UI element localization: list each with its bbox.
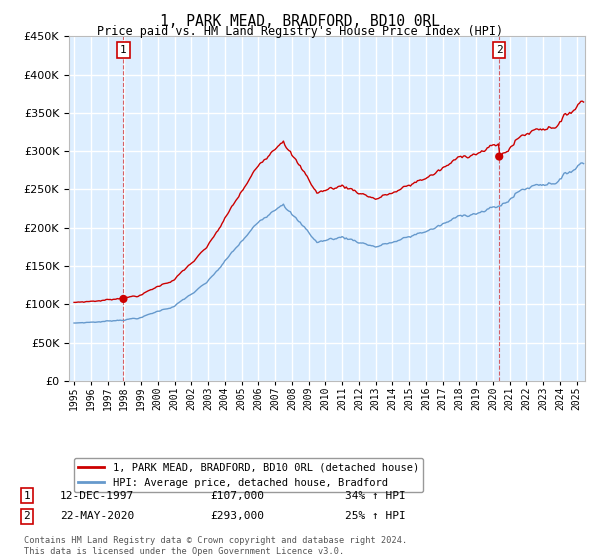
Text: 2: 2 [23,511,31,521]
Text: 34% ↑ HPI: 34% ↑ HPI [345,491,406,501]
Text: £107,000: £107,000 [210,491,264,501]
Text: 1: 1 [23,491,31,501]
Text: Contains HM Land Registry data © Crown copyright and database right 2024.
This d: Contains HM Land Registry data © Crown c… [24,536,407,556]
Text: 2: 2 [496,45,503,55]
Text: 12-DEC-1997: 12-DEC-1997 [60,491,134,501]
Text: 22-MAY-2020: 22-MAY-2020 [60,511,134,521]
Point [494,152,504,161]
Text: 1, PARK MEAD, BRADFORD, BD10 0RL: 1, PARK MEAD, BRADFORD, BD10 0RL [160,14,440,29]
Text: £293,000: £293,000 [210,511,264,521]
Text: 25% ↑ HPI: 25% ↑ HPI [345,511,406,521]
Text: 1: 1 [120,45,127,55]
Text: Price paid vs. HM Land Registry's House Price Index (HPI): Price paid vs. HM Land Registry's House … [97,25,503,38]
Point [119,295,128,304]
Legend: 1, PARK MEAD, BRADFORD, BD10 0RL (detached house), HPI: Average price, detached : 1, PARK MEAD, BRADFORD, BD10 0RL (detach… [74,458,423,492]
